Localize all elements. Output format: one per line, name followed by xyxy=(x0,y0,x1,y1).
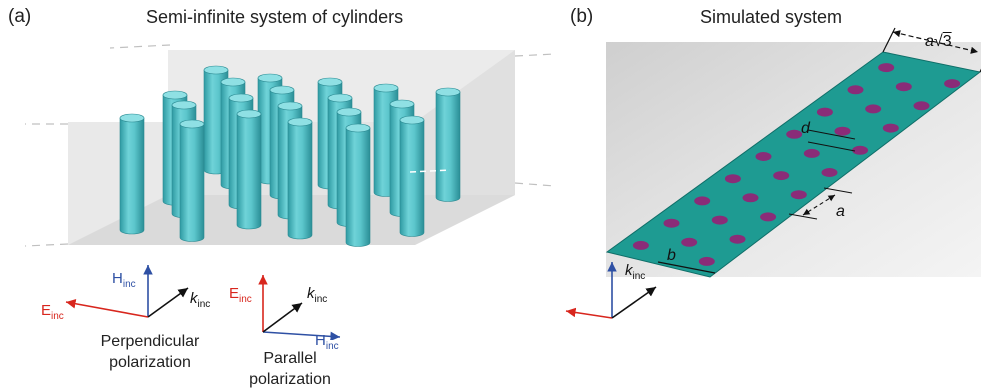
cylinder-array-illustration xyxy=(24,44,556,247)
plate-hole xyxy=(834,126,851,136)
plate-hole xyxy=(681,237,698,247)
cylinder-top xyxy=(257,73,283,83)
width-dimension-line xyxy=(892,30,979,54)
plate-hole xyxy=(816,107,833,117)
perp-e-label: Einc xyxy=(41,302,64,322)
plate-hole xyxy=(724,174,741,184)
plate-hole xyxy=(882,123,899,133)
cylinder-top xyxy=(171,100,197,110)
plate-holes xyxy=(632,63,961,266)
perpendicular-axes xyxy=(65,265,189,318)
panel-b-title: Simulated system xyxy=(700,7,843,27)
plate-hole xyxy=(786,129,803,139)
cylinder-top xyxy=(277,101,303,111)
cylinder-top xyxy=(236,109,262,119)
spacing-dimension-line xyxy=(802,194,836,216)
plate-hole xyxy=(913,101,930,111)
k-vector xyxy=(147,287,189,318)
plate-hole xyxy=(878,63,895,73)
cylinder-top xyxy=(269,85,295,95)
k-vector-b xyxy=(611,286,657,319)
panel-a-label: (a) xyxy=(8,6,32,27)
e-field-vector-b xyxy=(565,307,613,319)
par-k-label: kinc xyxy=(307,285,328,305)
plate-hole xyxy=(852,145,869,155)
cylinder xyxy=(435,91,461,202)
cylinder-top xyxy=(336,107,362,117)
perp-h-label: Hinc xyxy=(112,270,136,290)
width-dimension-label: a√3 xyxy=(925,33,952,50)
cylinder-top xyxy=(203,65,229,75)
plate-hole xyxy=(895,82,912,92)
plate-hole xyxy=(760,212,777,222)
cylinder-top xyxy=(327,93,353,103)
parallel-caption: Parallel polarization xyxy=(249,350,331,388)
e-field-vector xyxy=(65,299,149,318)
b-dimension-label: b xyxy=(667,247,676,264)
cylinders xyxy=(119,65,461,247)
cylinder xyxy=(119,117,145,235)
plate-hole xyxy=(821,168,838,177)
plate-hole xyxy=(773,171,790,181)
h-field-vector-parallel xyxy=(262,331,341,340)
cylinder-top xyxy=(119,113,145,123)
d-dimension-label: d xyxy=(801,120,810,137)
perpendicular-caption: Perpendicular polarization xyxy=(100,333,200,371)
plate-hole xyxy=(632,240,649,250)
cylinder xyxy=(399,119,425,237)
cylinder-top xyxy=(345,123,371,133)
plate-hole xyxy=(847,85,864,95)
cylinder-top xyxy=(399,115,425,125)
simulated-system-illustration xyxy=(565,27,981,319)
perp-k-label: kinc xyxy=(190,290,211,310)
plate-hole xyxy=(729,234,746,244)
par-h-label: Hinc xyxy=(315,332,339,352)
panel-b-label: (b) xyxy=(570,6,594,27)
cylinder-top xyxy=(162,90,188,100)
cylinder-top xyxy=(228,93,254,103)
cylinder xyxy=(287,121,313,240)
plate-hole xyxy=(742,193,759,203)
a-spacing-label: a xyxy=(836,203,845,220)
cylinder-top xyxy=(287,117,313,127)
cylinder xyxy=(236,113,262,230)
plate-hole xyxy=(790,190,807,200)
plate-hole xyxy=(698,256,715,266)
plate-hole xyxy=(711,215,728,225)
par-e-label: Einc xyxy=(229,285,252,305)
plate-hole xyxy=(803,148,820,158)
cylinder xyxy=(179,123,205,242)
parallel-axes xyxy=(258,275,341,340)
plate-hole xyxy=(865,104,882,114)
panel-a-title: Semi-infinite system of cylinders xyxy=(146,7,404,27)
cylinder-top xyxy=(317,77,343,87)
cylinder-top xyxy=(373,83,399,93)
cylinder-top xyxy=(220,77,246,87)
plate-hole xyxy=(755,152,772,161)
cylinder-top xyxy=(389,99,415,109)
plate-hole xyxy=(663,218,680,228)
cylinder-top xyxy=(435,87,461,97)
k-vector-parallel xyxy=(262,302,303,333)
plate-hole xyxy=(694,196,711,206)
cylinder xyxy=(345,127,371,247)
b-k-label: kinc xyxy=(625,262,646,282)
plate-hole xyxy=(944,79,961,89)
cylinder-top xyxy=(179,119,205,129)
